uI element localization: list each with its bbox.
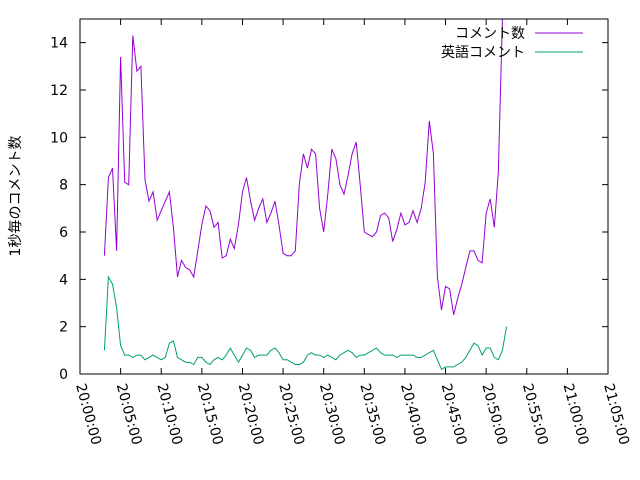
x-tick-label: 20:00:00 — [72, 382, 104, 447]
x-tick-label: 20:35:00 — [356, 382, 388, 447]
series-line-2 — [103, 275, 507, 371]
x-tick-label: 20:45:00 — [438, 382, 470, 447]
y-axis-label: 1秒毎のコメント数 — [8, 136, 24, 257]
plot-frame — [79, 18, 609, 375]
series-lines — [103, 18, 507, 371]
x-tick-label: 21:05:00 — [600, 382, 632, 447]
x-tick-label: 20:05:00 — [113, 382, 145, 447]
x-tick-label: 20:30:00 — [316, 382, 348, 447]
y-tick-label: 4 — [59, 272, 68, 288]
x-tick-label: 20:40:00 — [397, 382, 429, 447]
x-tick-label: 20:15:00 — [194, 382, 226, 447]
x-tick-label: 20:50:00 — [478, 382, 510, 447]
legend-label-2: 英語コメント — [441, 44, 525, 61]
y-tick-label: 0 — [59, 367, 68, 383]
x-tick-label: 21:00:00 — [560, 382, 592, 447]
series-line-1 — [103, 18, 503, 315]
axes: 0 2 4 6 8 10 12 14 20:00:00 20:05:00 20:10:00 20:15… — [50, 18, 632, 447]
y-tick-label: 10 — [50, 130, 68, 146]
x-tick-label: 20:55:00 — [519, 382, 551, 447]
y-tick-label: 6 — [59, 225, 68, 241]
x-tick-label: 20:20:00 — [235, 382, 267, 447]
y-tick-label: 14 — [50, 36, 68, 52]
y-tick-label: 12 — [50, 83, 68, 99]
legend-label-1: コメント数 — [455, 26, 525, 42]
x-tick-label: 20:25:00 — [275, 382, 307, 447]
x-tick-label: 20:10:00 — [153, 382, 185, 447]
y-tick-label: 8 — [59, 178, 68, 194]
y-tick-label: 2 — [59, 320, 68, 336]
